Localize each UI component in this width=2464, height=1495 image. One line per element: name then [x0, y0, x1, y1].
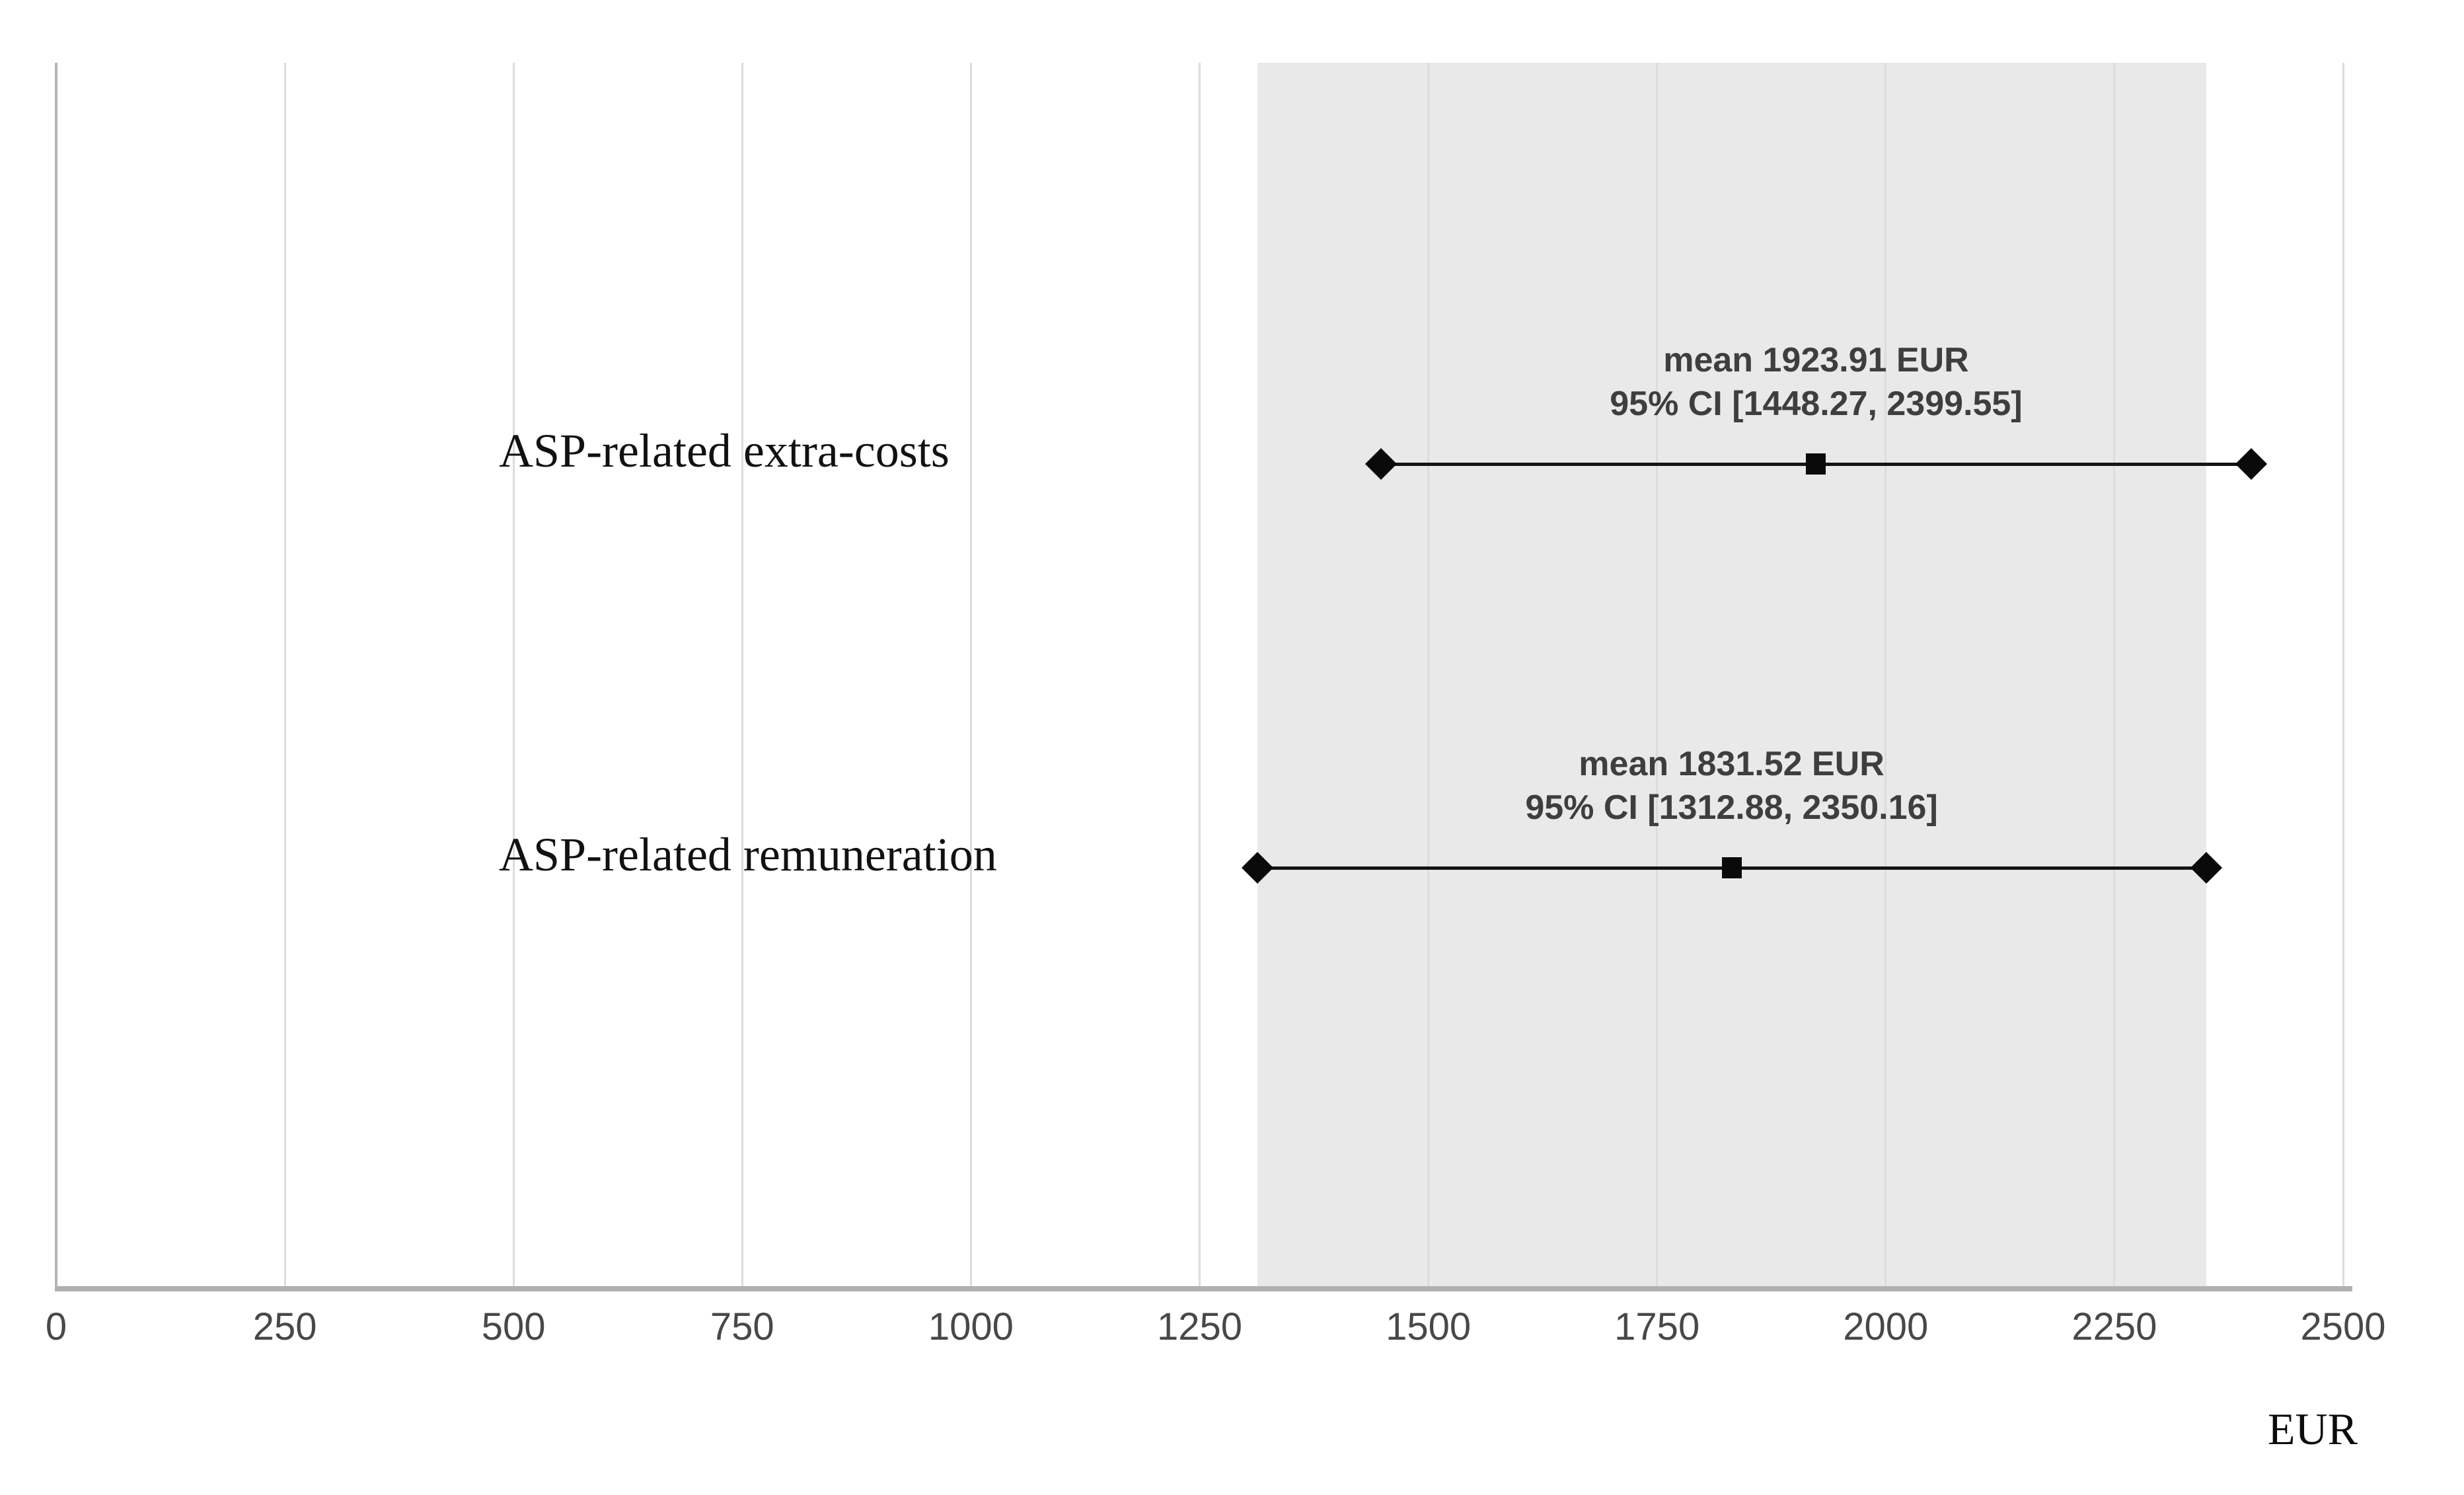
- x-tick-label: 2000: [1843, 1305, 1929, 1348]
- gridline: [741, 63, 743, 1289]
- x-tick-label: 750: [710, 1305, 774, 1348]
- x-tick-label: 2250: [2072, 1305, 2157, 1348]
- x-tick-label: 0: [45, 1305, 67, 1348]
- x-axis-line: [55, 1286, 2352, 1291]
- gridline: [283, 63, 286, 1289]
- gridline: [1199, 63, 1201, 1289]
- gridline: [1656, 63, 1659, 1289]
- gridline: [1885, 63, 1887, 1289]
- y-axis-line: [55, 63, 57, 1289]
- annotation-ci: 95% CI [1448.27, 2399.55]: [1610, 385, 2023, 423]
- gridline: [969, 63, 972, 1289]
- gridline: [2113, 63, 2116, 1289]
- ci-upper-diamond: [2235, 447, 2267, 480]
- row-label: ASP-related extra-costs: [499, 424, 950, 477]
- annotation-ci: 95% CI [1312.88, 2350.16]: [1525, 788, 1938, 827]
- annotation-mean: mean 1831.52 EUR: [1579, 745, 1885, 783]
- x-tick-label: 1750: [1614, 1305, 1700, 1348]
- x-tick-label: 1250: [1156, 1305, 1243, 1348]
- annotation-mean: mean 1923.91 EUR: [1663, 341, 1969, 379]
- x-tick-label: 2500: [2300, 1305, 2386, 1348]
- x-tick-label: 1000: [928, 1305, 1014, 1348]
- x-tick-label: 1500: [1386, 1305, 1472, 1348]
- mean-square-marker: [1721, 857, 1742, 878]
- x-tick-label: 250: [252, 1305, 317, 1348]
- x-axis-unit-label: EUR: [2268, 1404, 2358, 1454]
- shaded-ci-band: [1257, 63, 2206, 1289]
- mean-square-marker: [1806, 453, 1826, 475]
- x-tick-label: 500: [481, 1305, 546, 1348]
- gridline: [512, 63, 515, 1289]
- gridline: [1427, 63, 1430, 1289]
- gridline: [2342, 63, 2344, 1289]
- row-label: ASP-related remuneration: [499, 828, 997, 881]
